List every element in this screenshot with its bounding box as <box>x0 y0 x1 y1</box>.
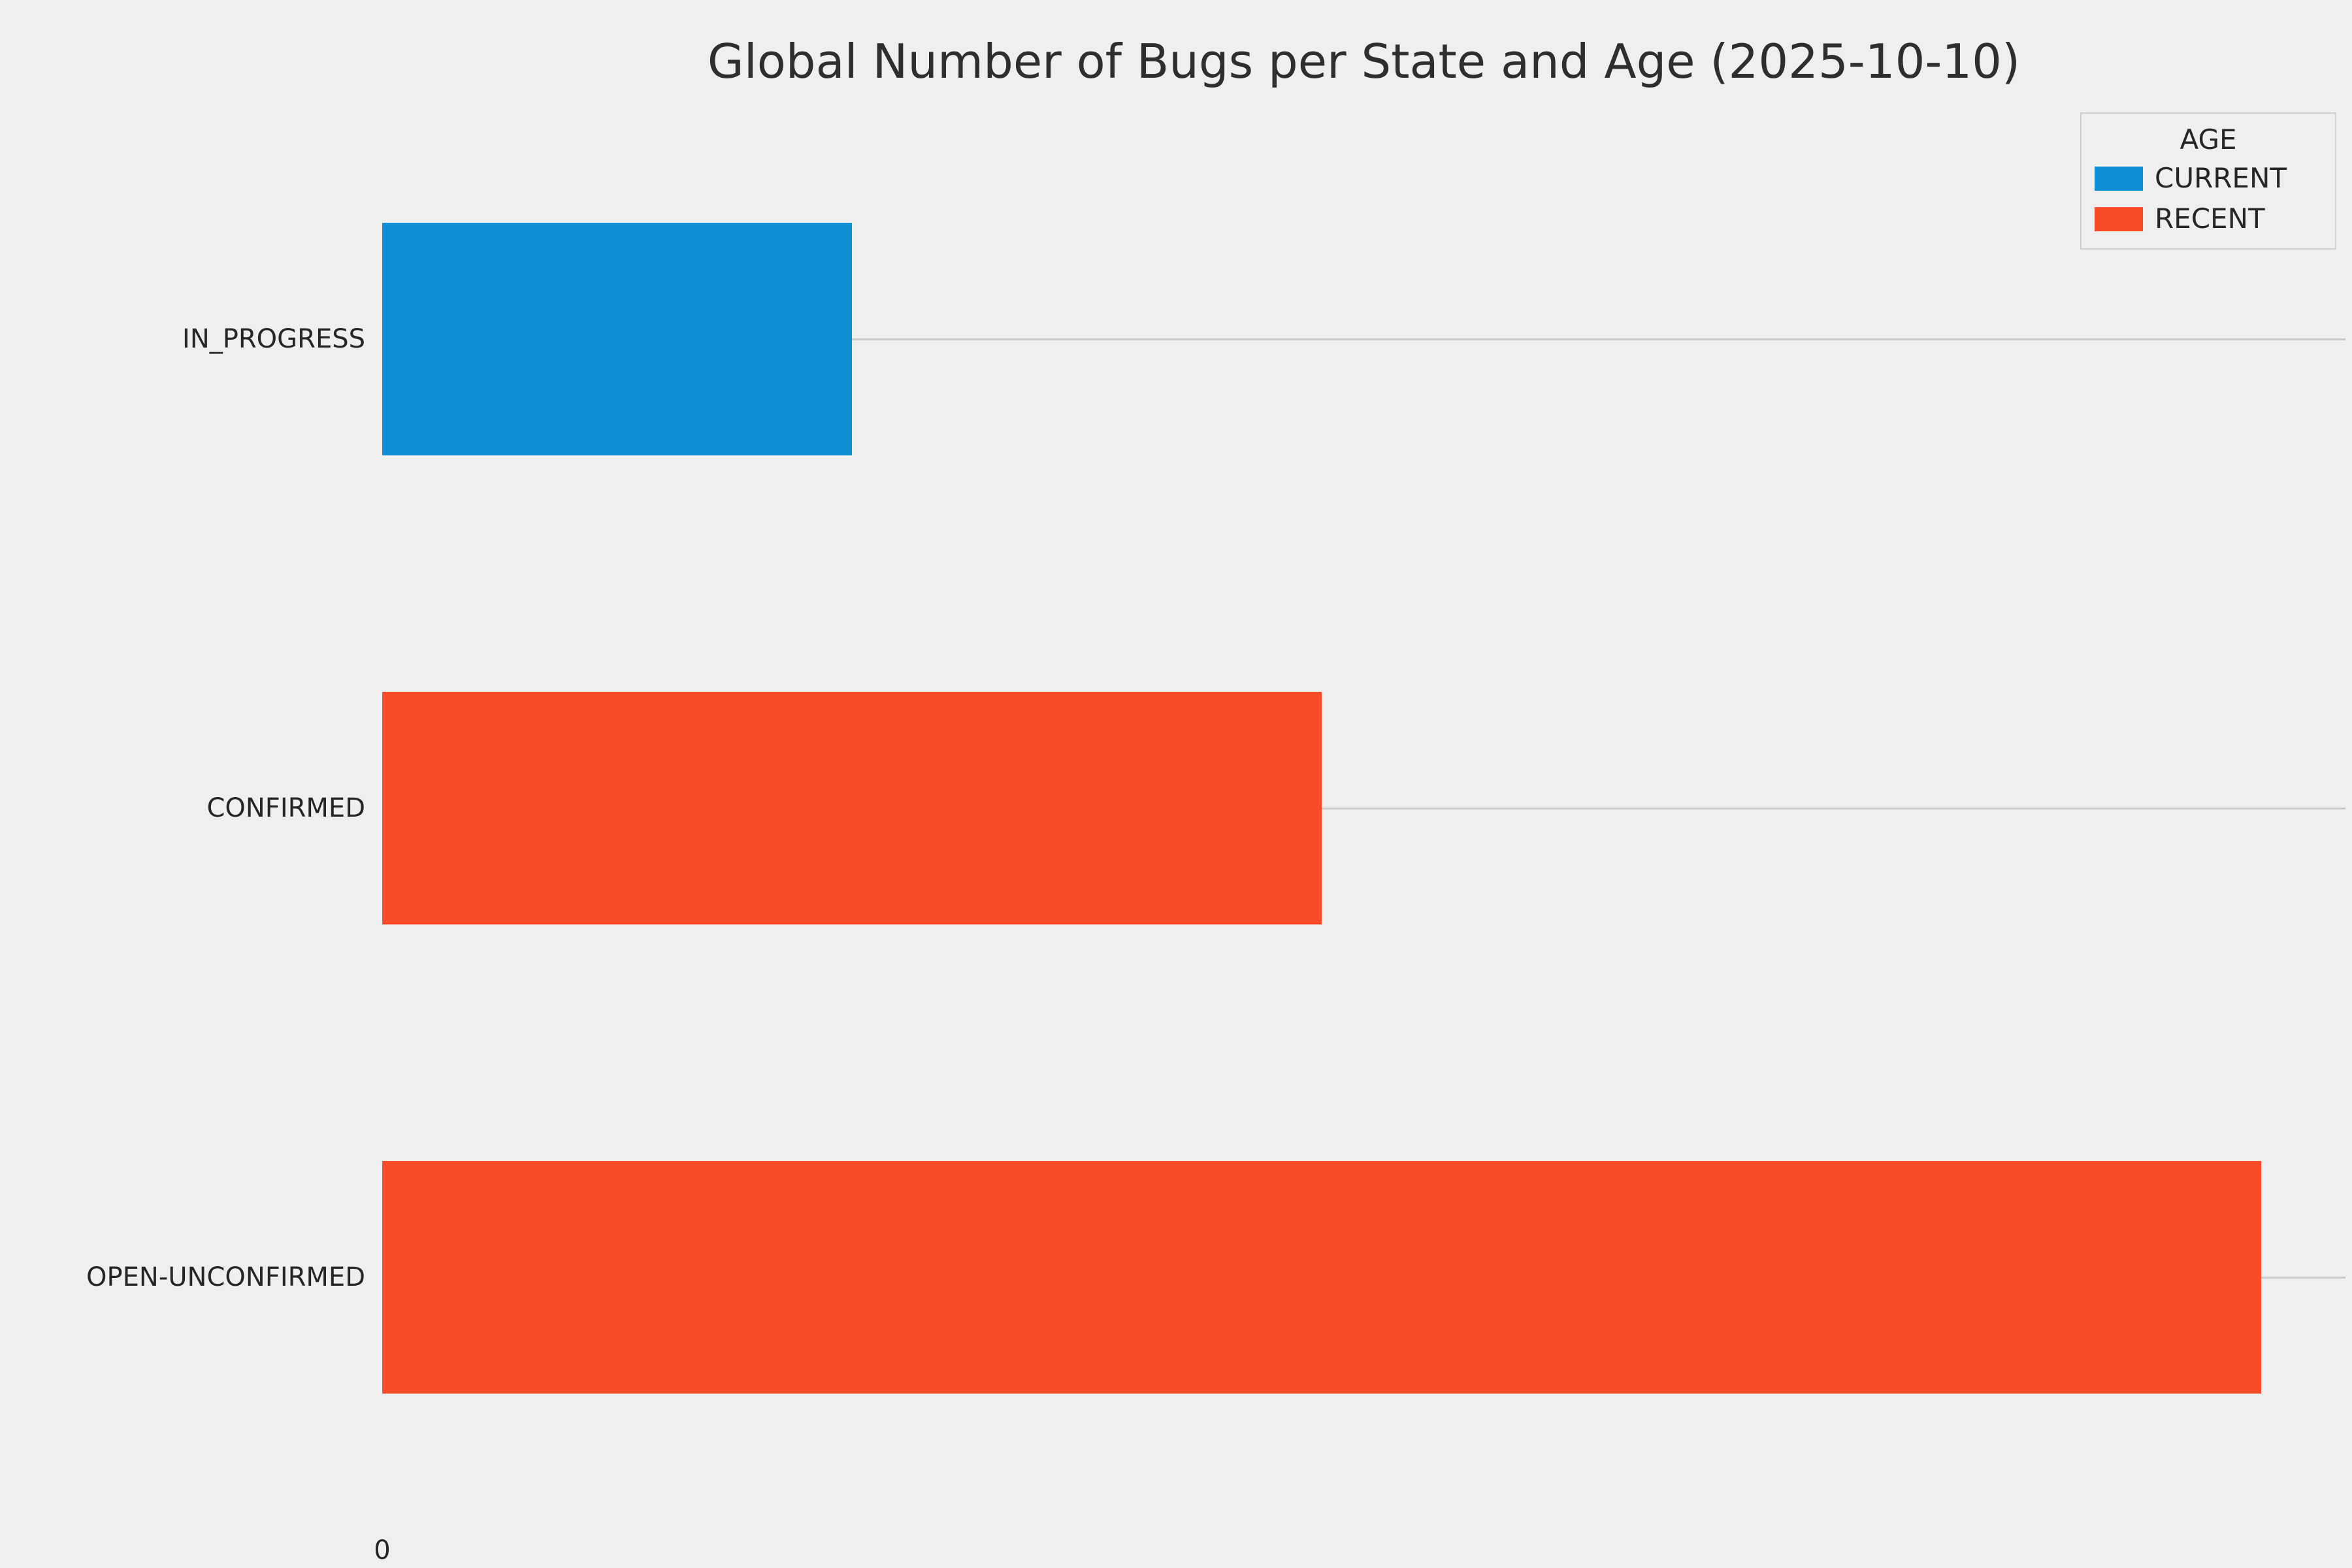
legend-swatch-current <box>2095 166 2143 191</box>
legend-items: CURRENT RECENT <box>2082 158 2335 239</box>
legend-item-current: CURRENT <box>2082 158 2335 199</box>
y-axis-label-open-unconfirmed: OPEN-UNCONFIRMED <box>86 1262 365 1292</box>
legend-title: AGE <box>2180 123 2237 155</box>
y-axis-label-confirmed: CONFIRMED <box>206 793 365 823</box>
legend-label-recent: RECENT <box>2155 203 2265 235</box>
x-axis-tick-zero: 0 <box>374 1535 391 1565</box>
legend-item-recent: RECENT <box>2082 199 2335 239</box>
legend-label-current: CURRENT <box>2155 162 2287 194</box>
bar-confirmed <box>382 692 1322 924</box>
legend: AGE CURRENT RECENT <box>2080 112 2336 250</box>
chart-title: Global Number of Bugs per State and Age … <box>707 34 2021 89</box>
legend-swatch-recent <box>2095 206 2143 231</box>
gridline <box>382 338 2345 340</box>
bar-in-progress <box>382 223 852 455</box>
plot-area: 0 IN_PROGRESS CONFIRMED OPEN-UNCONFIRMED <box>86 105 2345 1565</box>
y-axis-label-in-progress: IN_PROGRESS <box>182 324 365 354</box>
gridline <box>382 808 2345 809</box>
bar-open-unconfirmed <box>382 1161 2261 1394</box>
